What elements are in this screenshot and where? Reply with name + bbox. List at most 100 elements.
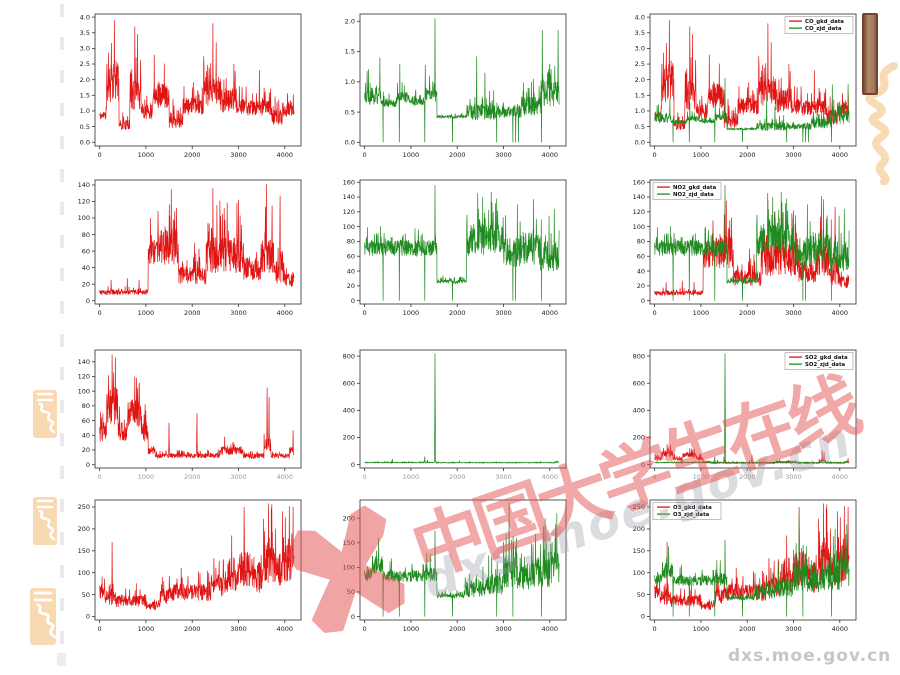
- x-tick-label: 0: [363, 309, 367, 317]
- chart-svg-no2-both: 0 20 40 60 80 100 120 140 160 0 1000 2000 3000 4000 NO…: [633, 178, 857, 317]
- y-tick-label: 150: [633, 547, 645, 555]
- chart-so2-gkd: 0 20 40 60 80 100 120 140 0 1000 2000 3000 4000: [63, 342, 311, 488]
- y-tick-label: 2.5: [80, 60, 90, 68]
- x-tick-label: 0: [363, 625, 367, 633]
- y-tick-label: 120: [343, 208, 355, 216]
- chart-no2-both: 0 20 40 60 80 100 120 140 160 0 1000 2000 3000 4000 NO…: [618, 172, 866, 324]
- y-tick-label: 60: [637, 252, 645, 260]
- left-edge-small-mark: [57, 653, 66, 666]
- x-tick-label: 4000: [277, 473, 294, 481]
- y-tick-label: 200: [633, 434, 645, 442]
- y-tick-label: 2.0: [80, 76, 90, 84]
- y-tick-label: 0.5: [80, 123, 90, 131]
- chart-svg-co-both: 0.0 0.5 1.0 1.5 2.0 2.5 3.0 3.5 4.0 0 1000 2000 3000…: [635, 13, 857, 159]
- series-O3_zjd_data: [654, 514, 850, 617]
- y-tick-label: 3.5: [635, 29, 645, 37]
- y-tick-label: 0: [351, 613, 355, 621]
- y-tick-label: 200: [343, 514, 355, 522]
- y-tick-label: 60: [347, 252, 355, 260]
- y-tick-label: 0: [641, 461, 645, 469]
- plot-area: [359, 13, 567, 147]
- y-tick-label: 100: [633, 223, 645, 231]
- y-tick-label: 20: [347, 282, 355, 290]
- y-tick-label: 1.5: [345, 48, 355, 56]
- x-tick-label: 4000: [277, 151, 294, 159]
- x-tick-label: 0: [363, 151, 367, 159]
- x-tick-label: 3000: [495, 625, 512, 633]
- y-tick-label: 80: [347, 238, 355, 246]
- y-tick-label: 120: [78, 198, 90, 206]
- x-tick-label: 1000: [693, 151, 710, 159]
- y-tick-label: 0: [351, 461, 355, 469]
- y-tick-label: 40: [82, 431, 90, 439]
- y-tick-label: 40: [82, 264, 90, 272]
- x-tick-label: 4000: [832, 473, 849, 481]
- chart-svg-co-gkd: 0.0 0.5 1.0 1.5 2.0 2.5 3.0 3.5 4.0 0 1000 2000 3000…: [80, 13, 302, 159]
- x-tick-label: 3000: [230, 309, 247, 317]
- series-CO_zjd_data: [364, 18, 560, 143]
- x-tick-label: 4000: [542, 625, 559, 633]
- seal-glyph-icon: [33, 591, 56, 639]
- y-tick-label: 120: [78, 373, 90, 381]
- x-tick-label: 1000: [403, 473, 420, 481]
- y-tick-label: 1.0: [345, 78, 355, 86]
- y-tick-label: 50: [637, 591, 645, 599]
- chart-o3-zjd: 0 50 100 150 200 0 1000 2000 3000 4000: [328, 492, 576, 640]
- series-O3_gkd_data: [99, 503, 295, 610]
- y-tick-label: 20: [637, 282, 645, 290]
- x-tick-label: 3000: [230, 625, 247, 633]
- y-tick-label: 80: [82, 402, 90, 410]
- y-tick-label: 100: [78, 387, 90, 395]
- y-tick-label: 4.0: [80, 13, 90, 21]
- x-tick-label: 3000: [495, 309, 512, 317]
- y-tick-label: 800: [343, 352, 355, 360]
- series-NO2_gkd_data: [654, 196, 850, 297]
- y-tick-label: 800: [633, 352, 645, 360]
- x-tick-label: 1000: [138, 473, 155, 481]
- legend-label: O3_gkd_data: [673, 505, 712, 511]
- x-tick-label: 2000: [739, 151, 756, 159]
- chart-svg-no2-gkd: 0 20 40 60 80 100 120 140 0 1000 2000 3000 4000: [78, 179, 302, 317]
- x-tick-label: 4000: [542, 473, 559, 481]
- x-tick-label: 4000: [542, 151, 559, 159]
- x-tick-label: 2000: [184, 309, 201, 317]
- x-tick-label: 1000: [403, 151, 420, 159]
- legend-label: NO2_zjd_data: [673, 192, 714, 198]
- legend-label: O3_zjd_data: [673, 512, 710, 518]
- y-tick-label: 60: [82, 247, 90, 255]
- corner-url-text: dxs.moe.gov.cn: [728, 646, 892, 666]
- orange-swirl-icon: [865, 62, 898, 185]
- x-tick-label: 0: [98, 625, 102, 633]
- y-tick-label: 140: [78, 358, 90, 366]
- chart-svg-so2-zjd: 0 200 400 600 800 0 1000 2000 3000 4000: [343, 349, 567, 481]
- chart-svg-co-zjd: 0.0 0.5 1.0 1.5 2.0 0 1000 2000 3000 4000: [345, 13, 567, 159]
- series-NO2_zjd_data: [364, 185, 560, 301]
- x-tick-label: 3000: [785, 309, 802, 317]
- series-NO2_gkd_data: [99, 184, 295, 296]
- y-tick-label: 160: [633, 178, 645, 186]
- y-tick-label: 0: [641, 297, 645, 305]
- y-tick-label: 0: [351, 297, 355, 305]
- x-tick-label: 0: [98, 151, 102, 159]
- y-tick-label: 150: [78, 547, 90, 555]
- brown-strip-decoration: [862, 13, 878, 95]
- x-tick-label: 4000: [542, 309, 559, 317]
- y-tick-label: 140: [78, 181, 90, 189]
- chart-co-gkd: 0.0 0.5 1.0 1.5 2.0 2.5 3.0 3.5 4.0 0 1000 2000 3000…: [63, 6, 311, 166]
- series-SO2_zjd_data: [654, 353, 850, 465]
- y-tick-label: 0: [641, 613, 645, 621]
- y-tick-label: 0.0: [80, 138, 90, 146]
- chart-o3-both: 0 50 100 150 200 250 0 1000 2000 3000 4000 O3_gkd_d…: [618, 492, 866, 640]
- x-tick-label: 0: [653, 473, 657, 481]
- y-tick-label: 140: [633, 193, 645, 201]
- y-tick-label: 150: [343, 539, 355, 547]
- y-tick-label: 20: [82, 446, 90, 454]
- y-tick-label: 0.5: [345, 108, 355, 116]
- chart-so2-both: 0 200 400 600 800 0 1000 2000 3000 4000 SO2_gkd_da…: [618, 342, 866, 488]
- chart-co-both: 0.0 0.5 1.0 1.5 2.0 2.5 3.0 3.5 4.0 0 1000 2000 3000…: [618, 6, 866, 166]
- legend-label: SO2_zjd_data: [805, 362, 846, 368]
- y-tick-label: 600: [343, 379, 355, 387]
